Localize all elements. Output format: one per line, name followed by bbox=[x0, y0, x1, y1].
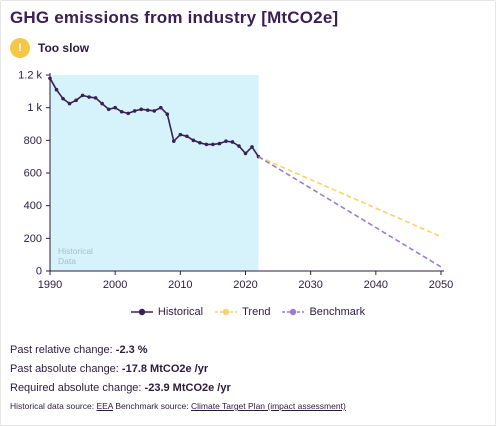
stat-relative-change: Past relative change: -2.3 % bbox=[10, 344, 231, 357]
x-tick-label: 2020 bbox=[233, 279, 257, 291]
change-stats: Past relative change: -2.3 % Past absolu… bbox=[10, 344, 231, 401]
x-tick-label: 2000 bbox=[103, 279, 127, 291]
data-point-historical bbox=[61, 96, 65, 101]
data-point-historical bbox=[158, 105, 163, 110]
y-tick-label: 200 bbox=[24, 233, 42, 245]
data-point-historical bbox=[172, 139, 176, 143]
historical-region-label: Data bbox=[58, 256, 76, 266]
data-point-historical bbox=[230, 140, 235, 144]
data-point-historical bbox=[243, 151, 248, 156]
y-tick-label: 400 bbox=[24, 200, 42, 212]
legend-trend-label: Trend bbox=[242, 306, 271, 318]
data-point-historical bbox=[126, 111, 130, 116]
x-tick-label: 1990 bbox=[38, 279, 62, 291]
chart-legend: Historical Trend Benchmark bbox=[0, 306, 496, 318]
legend-trend-marker-icon bbox=[215, 308, 238, 316]
data-point-historical bbox=[237, 144, 241, 148]
y-tick-label: 600 bbox=[24, 168, 42, 180]
data-point-historical bbox=[178, 132, 183, 137]
y-tick-label: 1.2 k bbox=[18, 70, 42, 82]
x-tick-label: 2050 bbox=[429, 279, 453, 291]
status-label: Too slow bbox=[38, 41, 90, 55]
data-point-historical bbox=[132, 109, 137, 113]
data-point-historical bbox=[48, 76, 52, 81]
legend-benchmark-label: Benchmark bbox=[309, 306, 366, 318]
data-point-historical bbox=[165, 112, 170, 116]
stat-absolute-value: -17.8 MtCO2e /yr bbox=[121, 363, 209, 375]
data-point-historical bbox=[152, 109, 157, 113]
legend-item-trend[interactable]: Trend bbox=[215, 306, 270, 318]
legend-benchmark-marker-icon bbox=[282, 308, 305, 316]
stat-absolute-change: Past absolute change: -17.8 MtCO2e /yr bbox=[10, 363, 231, 376]
historical-region-label: Historical bbox=[58, 246, 93, 256]
data-point-historical bbox=[100, 101, 104, 106]
data-point-historical bbox=[145, 108, 150, 112]
legend-historical-label: Historical bbox=[157, 306, 204, 318]
stat-required-label: Required absolute change: bbox=[10, 382, 142, 394]
x-tick-label: 2030 bbox=[298, 279, 322, 291]
series-line-trend bbox=[258, 155, 442, 238]
legend-historical-marker-icon bbox=[130, 308, 153, 316]
stat-relative-label: Past relative change: bbox=[10, 344, 113, 356]
data-point-historical bbox=[139, 107, 144, 112]
historical-source-link[interactable]: EEA bbox=[96, 401, 114, 411]
series-line-benchmark bbox=[258, 156, 442, 268]
benchmark-source-link[interactable]: Climate Target Plan (impact assessment) bbox=[191, 401, 346, 411]
data-point-historical bbox=[87, 95, 91, 99]
y-tick-label: 1 k bbox=[27, 102, 42, 114]
stat-relative-value: -2.3 % bbox=[115, 344, 148, 356]
benchmark-source-prefix: Benchmark source: bbox=[115, 401, 189, 411]
stat-required-change: Required absolute change: -23.9 MtCO2e /… bbox=[10, 382, 231, 395]
historical-source-prefix: Historical data source: bbox=[10, 401, 95, 411]
y-tick-label: 800 bbox=[24, 135, 42, 147]
data-point-historical bbox=[211, 142, 215, 147]
data-point-historical bbox=[198, 140, 202, 145]
y-tick-label: 0 bbox=[36, 266, 42, 278]
x-tick-label: 2010 bbox=[168, 279, 192, 291]
data-point-historical bbox=[74, 98, 78, 103]
data-point-historical bbox=[80, 93, 85, 98]
data-point-historical bbox=[224, 139, 228, 143]
data-point-historical bbox=[106, 107, 111, 112]
x-tick-label: 2040 bbox=[364, 279, 388, 291]
data-point-historical bbox=[217, 141, 222, 146]
data-point-historical bbox=[67, 101, 72, 106]
historical-data-region bbox=[50, 75, 259, 271]
data-point-historical bbox=[93, 96, 98, 100]
data-point-historical bbox=[191, 138, 196, 143]
warning-icon: ! bbox=[10, 38, 30, 58]
chart-title: GHG emissions from industry [MtCO2e] bbox=[10, 8, 339, 27]
data-point-historical bbox=[113, 105, 117, 110]
legend-item-benchmark[interactable]: Benchmark bbox=[282, 306, 365, 318]
data-point-historical bbox=[204, 142, 209, 147]
status-row: ! Too slow bbox=[10, 38, 89, 58]
source-note: Historical data source: EEA Benchmark so… bbox=[10, 401, 346, 411]
data-point-historical bbox=[54, 87, 59, 92]
data-point-historical bbox=[119, 109, 124, 114]
data-point-historical bbox=[250, 145, 254, 149]
stat-required-value: -23.9 MtCO2e /yr bbox=[144, 382, 231, 394]
legend-item-historical[interactable]: Historical bbox=[130, 306, 204, 318]
data-point-historical bbox=[185, 134, 189, 139]
stat-absolute-label: Past absolute change: bbox=[10, 363, 119, 375]
